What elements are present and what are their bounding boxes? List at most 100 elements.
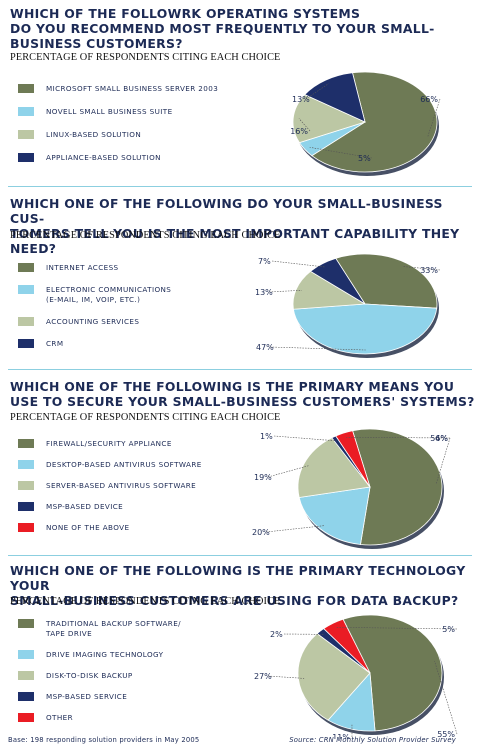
legend-swatch: [18, 502, 34, 511]
pie-slice: [323, 618, 371, 674]
legend-label: TRADITIONAL BACKUP SOFTWARE/ TAPE DRIVE: [46, 619, 181, 638]
legend-item: NOVELL SMALL BUSINESS SUITE: [18, 107, 258, 117]
legend-item: DESKTOP-BASED ANTIVIRUS SOFTWARE: [18, 460, 258, 470]
pie-value-label: 47%: [256, 343, 274, 352]
pie-slice: [292, 303, 438, 355]
pie-slice: [352, 428, 443, 546]
legend-item: FIREWALL/SECURITY APPLIANCE: [18, 439, 258, 449]
legend-label: MSP-BASED DEVICE: [46, 502, 124, 511]
chart-legend: INTERNET ACCESS ELECTRONIC COMMUNICATION…: [18, 263, 258, 349]
legend-item: MSP-BASED SERVICE: [18, 692, 258, 702]
leader-line: [346, 436, 451, 439]
legend-label: ACCOUNTING SERVICES: [46, 317, 140, 326]
leader-line: [427, 98, 441, 137]
legend-label: NONE OF THE ABOVE: [46, 523, 130, 532]
pie-slice: [292, 94, 367, 144]
leader-line: [434, 660, 458, 735]
chart-title: WHICH OF THE FOLLOWRK OPERATING SYSTEMS …: [10, 6, 435, 51]
pie-value-label: 13%: [292, 95, 310, 104]
legend-item: OTHER: [18, 713, 258, 723]
legend-swatch: [18, 153, 34, 162]
leader-line: [267, 675, 305, 679]
section-divider: [8, 369, 472, 370]
legend-label: DRIVE IMAGING TECHNOLOGY: [46, 650, 164, 659]
leader-line: [265, 525, 325, 533]
legend-swatch: [18, 285, 34, 294]
leader-line: [305, 83, 329, 100]
chart-panel-2: WHICH ONE OF THE FOLLOWING DO YOUR SMALL…: [0, 188, 480, 370]
pie-value-label: 16%: [290, 127, 308, 136]
footer-source: Source: CRN Monthly Solution Provider Su…: [289, 736, 456, 744]
pie-value-label: 19%: [254, 473, 272, 482]
leader-line: [298, 118, 311, 132]
legend-label: DESKTOP-BASED ANTIVIRUS SOFTWARE: [46, 460, 202, 469]
leader-line: [268, 289, 302, 293]
pie-slice: [304, 72, 366, 123]
pie-slice: [311, 71, 438, 173]
pie-chart: 33% 47% 13% 7%: [255, 253, 441, 358]
pie-chart: 56% 20% 19% 1% 4%: [252, 428, 451, 549]
legend-swatch: [18, 339, 34, 348]
leader-line: [309, 147, 373, 159]
legend-item: ACCOUNTING SERVICES: [18, 317, 258, 327]
pie-value-label: 20%: [252, 528, 270, 537]
pie-slice: [335, 430, 371, 488]
leader-line: [269, 346, 366, 351]
leader-line: [273, 435, 337, 442]
legend-item: INTERNET ACCESS: [18, 263, 258, 273]
legend-label: NOVELL SMALL BUSINESS SUITE: [46, 107, 173, 116]
chart-title: WHICH ONE OF THE FOLLOWING IS THE PRIMAR…: [10, 563, 466, 608]
legend-label: MSP-BASED SERVICE: [46, 692, 128, 701]
chart-title: WHICH ONE OF THE FOLLOWING IS THE PRIMAR…: [10, 379, 475, 409]
pie-value-label: 56%: [430, 434, 448, 443]
chart-legend: TRADITIONAL BACKUP SOFTWARE/ TAPE DRIVE …: [18, 619, 258, 723]
legend-label: DISK-TO-DISK BACKUP: [46, 671, 133, 680]
legend-item: SERVER-BASED ANTIVIRUS SOFTWARE: [18, 481, 258, 491]
legend-swatch: [18, 107, 34, 116]
legend-label: CRM: [46, 339, 64, 348]
leader-line: [435, 437, 451, 485]
legend-item: ELECTRONIC COMMUNICATIONS (E-MAIL, IM, V…: [18, 285, 258, 305]
pie-value-label: 33%: [420, 266, 438, 275]
pie-value-label: 2%: [270, 630, 283, 639]
leader-line: [267, 465, 310, 478]
legend-label: ELECTRONIC COMMUNICATIONS (E-MAIL, IM, V…: [46, 285, 172, 304]
legend-label: MICROSOFT SMALL BUSINESS SERVER 2003: [46, 84, 219, 93]
legend-item: CRM: [18, 339, 258, 349]
legend-label: FIREWALL/SECURITY APPLIANCE: [46, 439, 172, 448]
chart-subtitle: PERCENTAGE OF RESPONDENTS CITING EACH CH…: [10, 596, 281, 607]
pie-value-label: 55%: [437, 730, 455, 739]
legend-label: APPLIANCE-BASED SOLUTION: [46, 153, 161, 162]
leader-line: [403, 266, 441, 271]
legend-swatch: [18, 713, 34, 722]
pie-slice: [292, 270, 367, 310]
chart-panel-4: WHICH ONE OF THE FOLLOWING IS THE PRIMAR…: [0, 557, 480, 739]
legend-label: INTERNET ACCESS: [46, 263, 119, 272]
chart-panel-1: WHICH OF THE FOLLOWRK OPERATING SYSTEMS …: [0, 0, 480, 185]
legend-swatch: [18, 523, 34, 532]
pie-slice: [298, 486, 371, 545]
legend-swatch: [18, 619, 34, 628]
chart-subtitle: PERCENTAGE OF RESPONDENTS CITING EACH CH…: [10, 230, 281, 241]
legend-item: MICROSOFT SMALL BUSINESS SERVER 2003: [18, 84, 258, 94]
pie-value-label: 5%: [358, 154, 371, 163]
legend-item: DISK-TO-DISK BACKUP: [18, 671, 258, 681]
legend-swatch: [18, 460, 34, 469]
pie-chart: 55% 11% 27% 2% 5%: [254, 614, 458, 739]
legend-item: APPLIANCE-BASED SOLUTION: [18, 153, 258, 163]
legend-swatch: [18, 481, 34, 490]
pie-slice: [297, 633, 371, 721]
leader-line: [335, 626, 458, 630]
legend-item: LINUX-BASED SOLUTION: [18, 130, 258, 140]
chart-subtitle: PERCENTAGE OF RESPONDENTS CITING EACH CH…: [10, 412, 281, 423]
legend-swatch: [18, 84, 34, 93]
chart-panel-3: WHICH ONE OF THE FOLLOWING IS THE PRIMAR…: [0, 371, 480, 556]
pie-value-label: 5%: [442, 625, 455, 634]
pie-value-label: 1%: [260, 432, 273, 441]
section-divider: [8, 186, 472, 187]
chart-legend: FIREWALL/SECURITY APPLIANCE DESKTOP-BASE…: [18, 439, 258, 533]
chart-legend: MICROSOFT SMALL BUSINESS SERVER 2003 NOV…: [18, 84, 258, 163]
legend-item: MSP-BASED DEVICE: [18, 502, 258, 512]
pie-chart: 66% 5% 16% 13%: [290, 71, 441, 176]
legend-swatch: [18, 692, 34, 701]
